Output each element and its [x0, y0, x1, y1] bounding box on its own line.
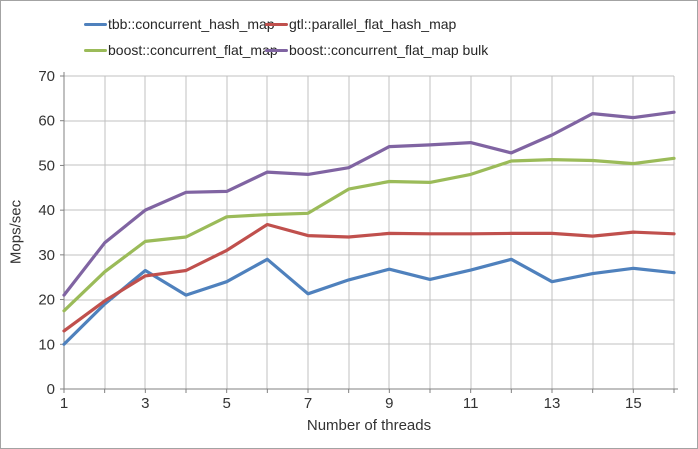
y-axis-title: Mops/sec: [7, 199, 25, 265]
x-tick-label: 1: [60, 395, 68, 412]
x-tick-label: 13: [544, 395, 561, 412]
legend-item-tbb: tbb::concurrent_hash_map: [84, 15, 275, 33]
x-tick-label: 15: [625, 395, 642, 412]
legend-label-tbb: tbb::concurrent_hash_map: [108, 16, 275, 32]
legend-label-gtl: gtl::parallel_flat_hash_map: [289, 16, 457, 32]
legend-item-gtl: gtl::parallel_flat_hash_map: [265, 15, 456, 33]
y-tick-label: 60: [38, 113, 55, 130]
legend-marker-tbb: [84, 22, 107, 26]
legend-item-boost: boost::concurrent_flat_map: [84, 41, 278, 59]
y-tick-label: 40: [38, 202, 55, 219]
legend-marker-boost: [84, 48, 107, 52]
y-tick-label: 20: [38, 292, 55, 309]
series-line-3: [62, 110, 676, 297]
y-tick-label: 30: [38, 247, 55, 264]
legend-marker-gtl: [265, 22, 288, 26]
y-tick-label: 10: [38, 336, 55, 353]
x-tick-label: 5: [222, 395, 230, 412]
chart-legend: tbb::concurrent_hash_map gtl::parallel_f…: [1, 1, 697, 67]
series-line-0: [62, 257, 676, 346]
legend-label-boost: boost::concurrent_flat_map: [108, 42, 278, 58]
y-tick-label: 50: [38, 157, 55, 174]
x-tick-label: 3: [141, 395, 149, 412]
legend-item-boost-bulk: boost::concurrent_flat_map bulk: [265, 41, 488, 59]
y-tick-label: 70: [38, 68, 55, 85]
x-tick-label: 7: [304, 395, 312, 412]
legend-label-boost-bulk: boost::concurrent_flat_map bulk: [289, 42, 489, 58]
x-tick-label: 11: [463, 395, 479, 412]
y-tick-label: 0: [47, 381, 55, 398]
series-line-1: [62, 222, 676, 333]
series-line-2: [62, 156, 676, 313]
x-tick-label: 9: [385, 395, 393, 412]
legend-marker-boost-bulk: [265, 48, 288, 52]
x-axis-title: Number of threads: [306, 417, 432, 434]
